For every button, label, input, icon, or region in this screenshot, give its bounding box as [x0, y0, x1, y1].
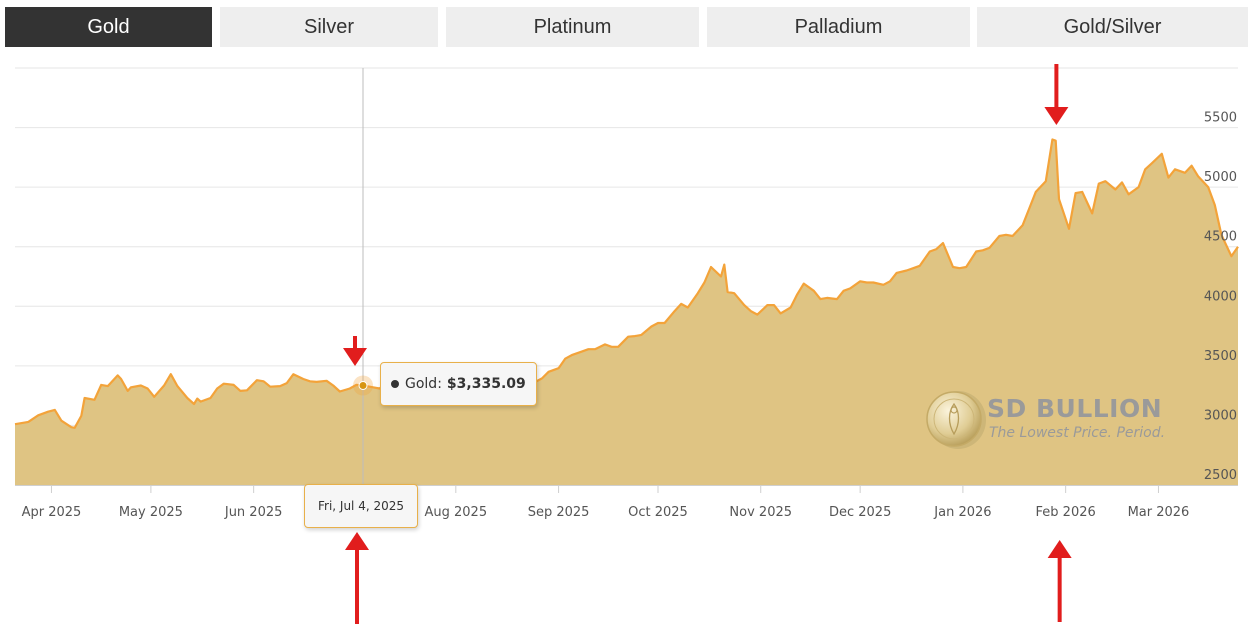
gold-price-line: [14, 138, 1239, 429]
tab-gold[interactable]: Gold: [5, 7, 212, 47]
arrow-to-feb-head: [1047, 540, 1072, 558]
tab-silver[interactable]: Silver: [220, 7, 438, 47]
x-tick-label: Jan 2026: [933, 505, 991, 520]
tooltip-series-name: Gold: [405, 376, 438, 392]
tooltip-date: Fri, Jul 4, 2025: [317, 499, 405, 513]
x-tick-label: Apr 2025: [22, 505, 82, 520]
highlight-marker: [358, 381, 368, 391]
x-tick-label: May 2025: [119, 505, 183, 520]
x-tick-label: Jun 2025: [224, 505, 283, 520]
y-tick-label: 3000: [1204, 408, 1237, 423]
coin-logo-icon: [926, 391, 986, 449]
y-tick-label: 2500: [1204, 468, 1237, 483]
y-tick-label: 4000: [1204, 289, 1237, 304]
gold-price-area: [15, 139, 1238, 485]
arrow-to-peak-head: [1044, 107, 1069, 125]
annotation-arrows: [343, 64, 1072, 624]
tooltip-value: $3,335.09: [446, 376, 526, 392]
x-tick-label: Dec 2025: [829, 505, 891, 520]
value-tooltip: Gold: $3,335.09: [380, 362, 537, 406]
date-tooltip: Fri, Jul 4, 2025: [304, 484, 418, 528]
x-tick-label: Sep 2025: [528, 505, 590, 520]
highlight-point[interactable]: [353, 375, 374, 396]
x-tick-label: Feb 2026: [1036, 505, 1096, 520]
series-dot-icon: [391, 380, 399, 388]
sd-bullion-watermark: SD BULLION The Lowest Price. Period.: [924, 388, 1184, 452]
tab-gold-silver[interactable]: Gold/Silver: [977, 7, 1248, 47]
watermark-subtitle: The Lowest Price. Period.: [989, 425, 1166, 441]
y-axis: 2500 3000 3500 4000 4500 5000 5500: [1204, 111, 1237, 483]
tab-palladium[interactable]: Palladium: [707, 7, 970, 47]
x-tick-label: Nov 2025: [729, 505, 792, 520]
y-tick-label: 3500: [1204, 349, 1237, 364]
arrow-to-point-head: [343, 348, 368, 366]
x-tick-label: Mar 2026: [1128, 505, 1190, 520]
y-tick-label: 4500: [1204, 230, 1237, 245]
y-tick-label: 5000: [1204, 170, 1237, 185]
watermark-title: SD BULLION: [987, 394, 1163, 423]
tab-platinum[interactable]: Platinum: [446, 7, 699, 47]
arrow-to-date-head: [345, 532, 370, 550]
tooltip-separator: :: [437, 376, 442, 392]
y-tick-label: 5500: [1204, 111, 1237, 126]
x-tick-label: Oct 2025: [628, 505, 688, 520]
metal-tabs: Gold Silver Platinum Palladium Gold/Silv…: [0, 0, 1255, 48]
x-tick-label: Aug 2025: [425, 505, 488, 520]
